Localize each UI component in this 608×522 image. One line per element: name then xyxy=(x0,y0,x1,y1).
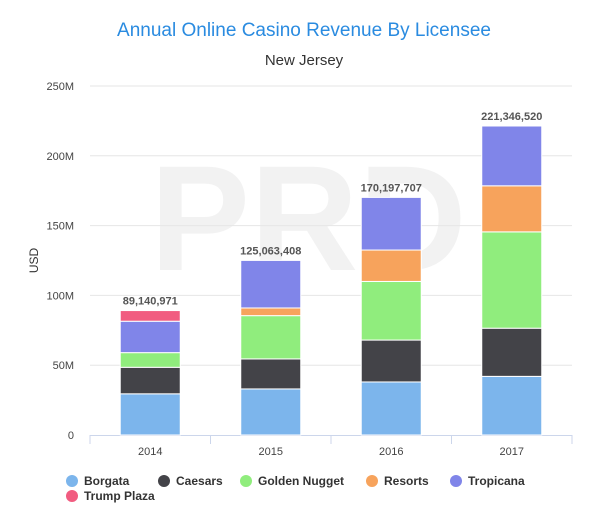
legend-item-label: Resorts xyxy=(384,474,429,488)
legend-item-label: Caesars xyxy=(176,474,223,488)
legend-marker xyxy=(240,475,252,487)
total-label: 170,197,707 xyxy=(361,182,422,194)
bar-segment-caesars xyxy=(240,358,302,390)
bar-segment-trump-plaza xyxy=(119,310,181,322)
bar-segment-borgata xyxy=(240,388,302,436)
legend-item-label: Trump Plaza xyxy=(84,489,155,503)
y-tick-label: 150M xyxy=(46,221,74,233)
bar-segment-resorts xyxy=(481,185,543,233)
legend-marker xyxy=(66,490,78,502)
bar-segment-tropicana xyxy=(240,259,302,309)
bar-segment-tropicana xyxy=(119,320,181,354)
bar-segment-golden-nugget xyxy=(481,231,543,329)
y-tick-label: 100M xyxy=(46,290,74,302)
y-tick-label: 0 xyxy=(68,430,74,442)
total-label: 125,063,408 xyxy=(240,245,301,257)
chart-title: Annual Online Casino Revenue By Licensee xyxy=(117,20,491,41)
legend-marker xyxy=(66,475,78,487)
bar-segment-resorts xyxy=(360,249,422,282)
bar-segment-borgata xyxy=(481,375,543,436)
bar-segment-golden-nugget xyxy=(360,280,422,341)
bar-segment-tropicana xyxy=(481,125,543,187)
legend-item-label: Tropicana xyxy=(468,474,525,488)
bar-segment-tropicana xyxy=(360,196,422,251)
total-label: 221,346,520 xyxy=(481,111,542,123)
legend-item-label: Borgata xyxy=(84,474,130,488)
y-tick-label: 50M xyxy=(53,360,74,372)
legend-marker xyxy=(158,475,170,487)
bar-segment-caesars xyxy=(119,366,181,395)
y-tick-label: 250M xyxy=(46,81,74,93)
legend-marker xyxy=(450,475,462,487)
bar-segment-caesars xyxy=(481,327,543,377)
x-tick-label: 2017 xyxy=(500,446,524,458)
chart-subtitle: New Jersey xyxy=(264,52,344,69)
x-tick-label: 2016 xyxy=(379,446,403,458)
legend-item-label: Golden Nugget xyxy=(258,474,344,488)
bar-segment-borgata xyxy=(119,393,181,436)
y-tick-label: 200M xyxy=(46,151,74,163)
bar-segment-borgata xyxy=(360,381,422,436)
y-axis-label: USD xyxy=(27,248,41,274)
bar-segment-caesars xyxy=(360,339,422,383)
bar-segment-golden-nugget xyxy=(240,315,302,360)
bar-segment-golden-nugget xyxy=(119,352,181,368)
x-tick-label: 2014 xyxy=(138,446,162,458)
bar-segment-resorts xyxy=(240,307,302,317)
total-label: 89,140,971 xyxy=(123,296,178,308)
legend-marker xyxy=(366,475,378,487)
x-tick-label: 2015 xyxy=(259,446,283,458)
